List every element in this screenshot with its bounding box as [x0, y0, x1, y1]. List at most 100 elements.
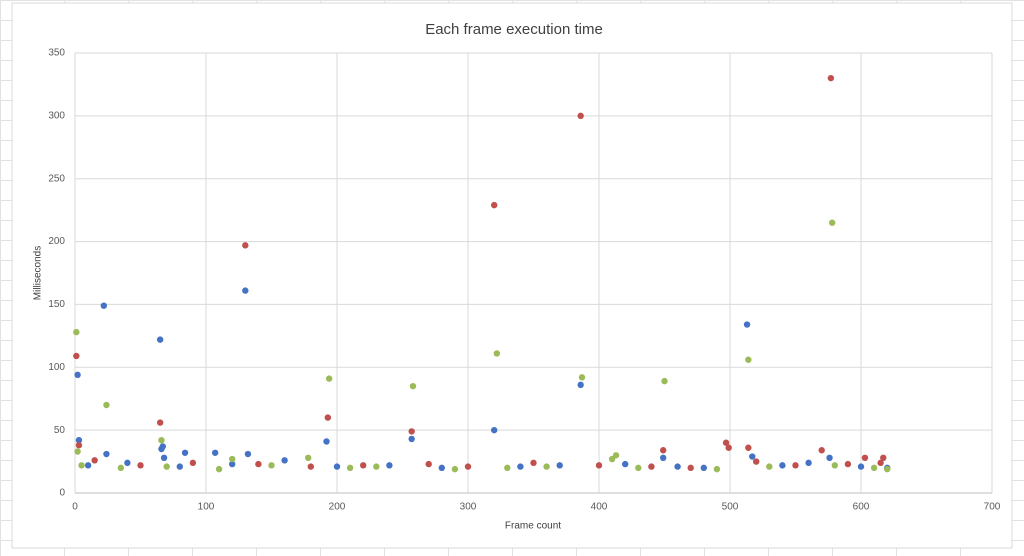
point: [84, 462, 92, 469]
point: [425, 460, 432, 468]
point: [827, 74, 835, 82]
point: [268, 462, 275, 469]
point: [517, 463, 524, 470]
point: [659, 447, 667, 454]
point: [323, 438, 330, 445]
point: [722, 439, 730, 446]
point: [674, 463, 681, 470]
point: [556, 462, 563, 469]
point: [504, 464, 511, 472]
point: [831, 462, 838, 469]
x-tick-label: 400: [591, 502, 608, 513]
point: [325, 375, 333, 382]
point: [861, 454, 869, 461]
point: [124, 459, 131, 467]
y-tick-label: 100: [48, 362, 65, 373]
point: [844, 460, 852, 468]
point: [229, 455, 236, 463]
point: [181, 449, 189, 456]
point: [700, 464, 707, 472]
point: [73, 352, 80, 360]
point: [530, 459, 537, 467]
point: [451, 465, 459, 473]
y-tick-label: 50: [54, 425, 66, 436]
point: [577, 112, 584, 120]
point: [163, 463, 170, 470]
point: [635, 464, 642, 472]
x-tick-label: 600: [853, 502, 870, 513]
point: [408, 428, 415, 435]
point: [766, 463, 773, 470]
point: [792, 462, 799, 469]
y-tick-label: 200: [48, 236, 65, 247]
point: [229, 460, 236, 468]
point: [725, 444, 732, 451]
point: [156, 336, 164, 343]
point: [595, 462, 603, 469]
point: [324, 414, 332, 421]
point: [156, 419, 164, 426]
point: [215, 465, 223, 473]
point: [661, 377, 668, 385]
point: [281, 457, 288, 464]
point: [491, 426, 498, 434]
x-tick-label: 100: [198, 502, 215, 513]
point: [386, 462, 393, 469]
point: [745, 356, 752, 363]
point: [491, 201, 498, 209]
point: [749, 453, 756, 460]
point: [648, 463, 655, 470]
point: [687, 464, 694, 472]
y-axis-title: Milliseconds: [33, 246, 44, 300]
point: [75, 437, 83, 444]
point: [409, 382, 417, 390]
chart-area: [11, 2, 1013, 549]
point: [713, 465, 721, 473]
point: [78, 462, 85, 469]
point: [408, 435, 415, 443]
point: [242, 287, 249, 294]
point: [91, 457, 98, 464]
point: [493, 350, 501, 357]
point: [870, 464, 878, 472]
point: [103, 450, 110, 458]
point: [333, 463, 341, 470]
point: [158, 437, 165, 444]
point: [578, 374, 586, 381]
y-tick-label: 250: [48, 173, 65, 184]
point: [73, 328, 80, 336]
point: [612, 452, 620, 459]
point: [242, 242, 249, 249]
point: [360, 462, 367, 469]
point: [137, 462, 144, 469]
point: [75, 442, 83, 449]
point: [577, 381, 584, 389]
point: [779, 462, 786, 469]
x-tick-label: 200: [329, 502, 346, 513]
point: [753, 458, 760, 465]
x-axis-title: Frame count: [505, 521, 561, 532]
point: [877, 459, 884, 467]
x-tick-label: 0: [72, 502, 78, 513]
point: [255, 460, 262, 468]
point: [857, 463, 865, 470]
chart-title: Each frame execution time: [425, 21, 603, 38]
point: [346, 464, 354, 472]
point: [373, 463, 380, 470]
point: [818, 447, 825, 454]
point: [117, 464, 125, 472]
point: [176, 463, 183, 470]
point: [743, 321, 751, 328]
point: [103, 401, 110, 409]
point: [189, 459, 197, 467]
point: [211, 449, 219, 456]
point: [826, 454, 833, 461]
point: [304, 454, 312, 461]
point: [307, 463, 314, 470]
point: [543, 463, 550, 470]
y-tick-label: 0: [59, 488, 65, 499]
point: [159, 443, 166, 450]
x-tick-label: 300: [460, 502, 477, 513]
